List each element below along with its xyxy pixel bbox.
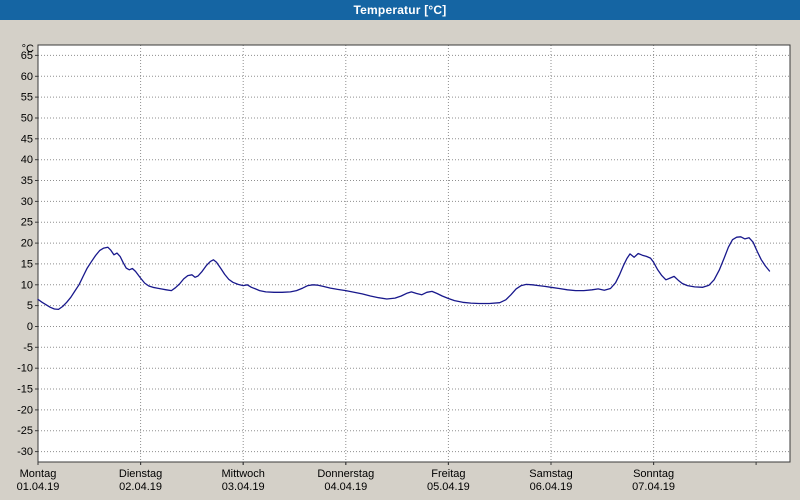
x-day-date: 04.04.19 [324, 481, 367, 493]
x-day-date: 01.04.19 [17, 481, 60, 493]
y-tick-label: 50 [21, 113, 33, 125]
x-day-name: Freitag [431, 468, 465, 480]
y-tick-label: -15 [17, 384, 33, 396]
y-tick-label: 25 [21, 217, 33, 229]
x-day-name: Dienstag [119, 468, 162, 480]
x-day-date: 07.04.19 [632, 481, 675, 493]
x-day-name: Samstag [529, 468, 572, 480]
y-tick-label: 0 [27, 321, 33, 333]
y-tick-label: 55 [21, 92, 33, 104]
x-day-date: 05.04.19 [427, 481, 470, 493]
x-day-date: 03.04.19 [222, 481, 265, 493]
plot-background [38, 45, 790, 462]
y-tick-label: 10 [21, 279, 33, 291]
y-tick-label: -5 [23, 342, 33, 354]
temperature-chart: °C 65605550454035302520151050-5-10-15-20… [17, 43, 791, 493]
x-day-date: 06.04.19 [530, 481, 573, 493]
y-tick-label: -20 [17, 404, 33, 416]
x-day-name: Donnerstag [317, 468, 374, 480]
y-tick-label: -25 [17, 425, 33, 437]
y-tick-label: 30 [21, 196, 33, 208]
temperature-line [37, 236, 771, 311]
chart-title: Temperatur [°C] [353, 3, 447, 17]
x-day-name: Montag [20, 468, 57, 480]
y-tick-label: 5 [27, 300, 33, 312]
chart-title-bar: Temperatur [°C] [0, 0, 800, 20]
y-tick-label: 45 [21, 133, 33, 145]
y-axis-unit-label: °C [22, 43, 34, 55]
chart-area: °C 65 60 55 50 45 40 35 30 25 20 15 10 5 0 -5 -10 -15 -20… [0, 20, 800, 500]
y-tick-label: 40 [21, 154, 33, 166]
y-tick-label: 35 [21, 175, 33, 187]
y-tick-label: -30 [17, 446, 33, 458]
x-day-date: 02.04.19 [119, 481, 162, 493]
plot-border [37, 44, 791, 463]
x-day-name: Mittwoch [221, 468, 264, 480]
y-tick-label: -10 [17, 363, 33, 375]
y-tick-label: 60 [21, 71, 33, 83]
y-tick-label: 20 [21, 238, 33, 250]
y-tick-label: 15 [21, 258, 33, 270]
y-tick-label: 65 [21, 50, 33, 62]
x-day-name: Sonntag [633, 468, 674, 480]
